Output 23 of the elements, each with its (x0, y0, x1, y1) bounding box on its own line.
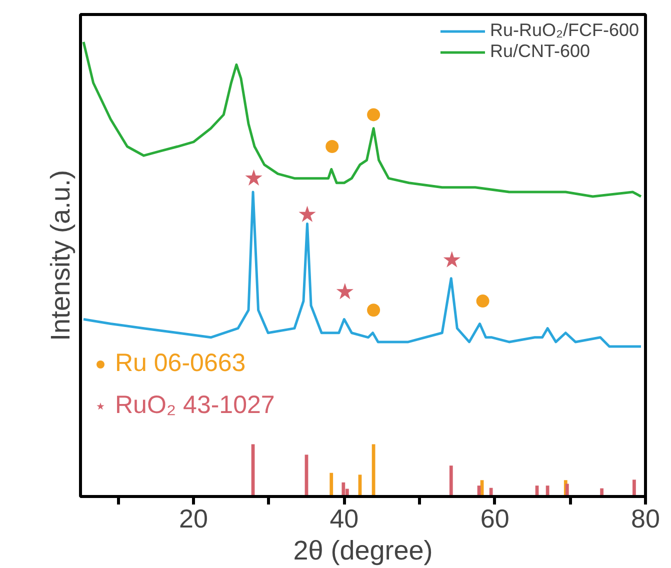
y-axis-title: Intensity (a.u.) (46, 170, 76, 342)
point (367, 108, 380, 122)
x-tick-label: 60 (480, 504, 510, 534)
bar (449, 466, 453, 496)
x-tick-label: 80 (631, 504, 660, 534)
point (336, 282, 354, 300)
x-axis-title: 2θ (degree) (293, 536, 433, 566)
bar (330, 472, 334, 496)
point (367, 304, 380, 317)
bar (342, 482, 346, 496)
point (443, 251, 460, 268)
point (298, 206, 316, 222)
bar (546, 486, 550, 496)
x-tick-label: 20 (179, 504, 208, 534)
legend-label: RuO₂ 43-1027 (115, 391, 275, 420)
legend-label: Ru-RuO₂/FCF-600 (490, 20, 639, 41)
point (245, 169, 262, 186)
point (326, 140, 339, 153)
point (476, 294, 490, 308)
x-tick-label: 40 (330, 504, 359, 534)
legend-label: Ru/CNT-600 (490, 41, 590, 62)
legend-label: Ru 06-0663 (115, 349, 246, 378)
bar (632, 480, 636, 496)
